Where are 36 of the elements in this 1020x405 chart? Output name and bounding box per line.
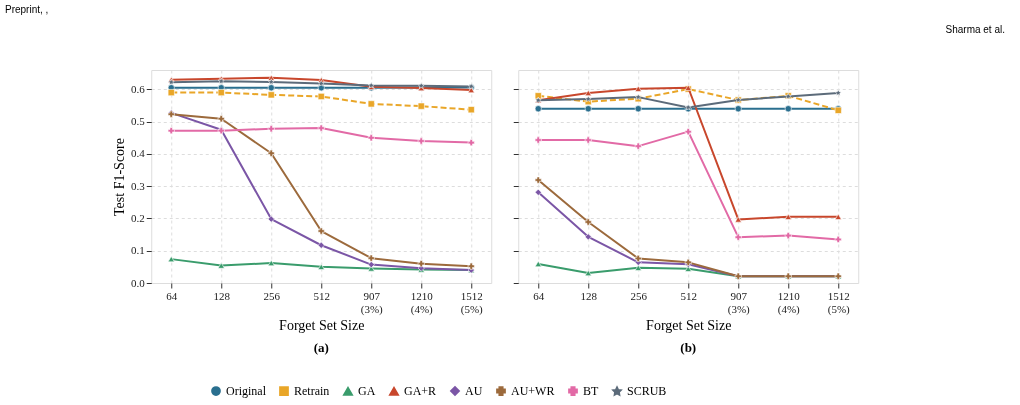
x-tick-label: 128 — [213, 289, 231, 302]
legend-label: AU+WR — [511, 384, 555, 399]
y-axis-title: Test F1-Score — [112, 138, 127, 216]
legend-label: Retrain — [294, 384, 330, 399]
x-axis-title: Forget Set Size — [279, 317, 365, 333]
x-tick-label: 128 — [580, 289, 598, 302]
legend-label: GA+R — [404, 384, 437, 399]
y-tick-label: 0.2 — [131, 211, 145, 224]
legend-label: SCRUB — [627, 384, 667, 399]
text: (b) — [680, 340, 697, 355]
x-tick-label: 1512 (5%) — [460, 289, 484, 316]
legend-label: Original — [226, 384, 267, 399]
y-tick-label: 0.4 — [131, 147, 146, 160]
x-tick-label: 256 — [263, 289, 281, 302]
y-tick-label: 0.0 — [131, 276, 146, 289]
x-axis-title: Forget Set Size — [646, 317, 732, 333]
x-tick-label: 256 — [630, 289, 648, 302]
x-tick-label: 64 — [533, 289, 545, 302]
legend-label: GA — [358, 384, 376, 399]
x-tick-label: 512 — [313, 289, 330, 302]
x-tick-label: 1210 (4%) — [777, 289, 801, 316]
x-tick-label: 64 — [166, 289, 178, 302]
y-tick-label: 0.6 — [131, 82, 146, 95]
text: (a) — [313, 340, 329, 355]
legend-label: AU — [465, 384, 483, 399]
x-tick-label: 907 (3%) — [360, 289, 384, 316]
x-tick-label: 1512 (5%) — [827, 289, 851, 316]
y-tick-label: 0.3 — [131, 179, 146, 192]
text: Preprint, , — [5, 4, 49, 15]
x-tick-label: 1210 (4%) — [410, 289, 434, 316]
x-tick-label: 512 — [680, 289, 697, 302]
y-tick-label: 0.1 — [131, 244, 145, 257]
y-tick-label: 0.5 — [131, 115, 146, 128]
legend-label: BT — [583, 384, 599, 399]
text: Sharma et al. — [945, 24, 1005, 35]
x-tick-label: 907 (3%) — [727, 289, 751, 316]
